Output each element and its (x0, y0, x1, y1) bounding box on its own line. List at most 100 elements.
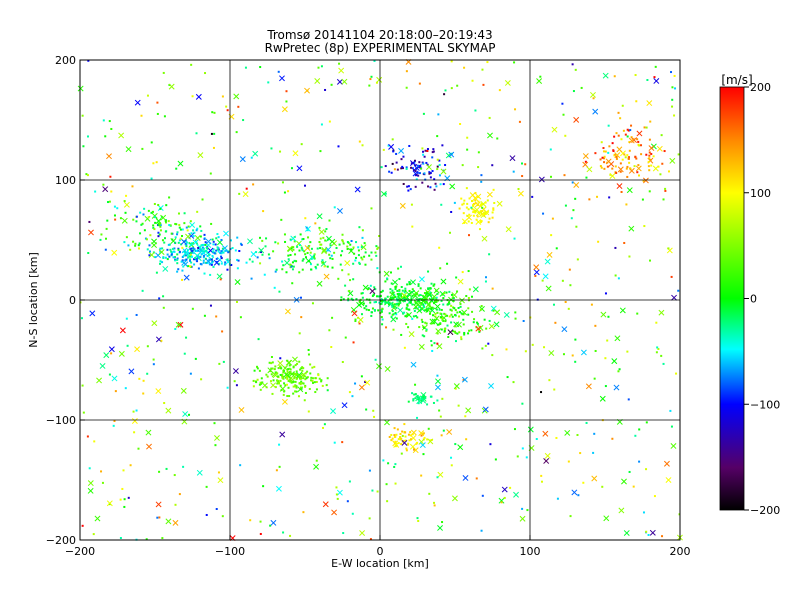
data-point-dot (430, 344, 433, 347)
data-point-dot (463, 199, 466, 202)
data-point-dot (195, 259, 198, 262)
data-point-x (217, 477, 224, 484)
data-point-dot (284, 384, 287, 387)
data-point-dot (429, 172, 432, 175)
data-point-dot (426, 310, 429, 313)
data-point-dot (195, 242, 198, 245)
data-point-dot (548, 379, 551, 382)
data-point-dot (376, 490, 379, 493)
data-point-dot (226, 109, 229, 112)
colorbar-gradient (719, 86, 745, 511)
data-point-dot (452, 330, 455, 333)
data-point-dot (116, 207, 119, 210)
data-point-dot (295, 260, 298, 263)
data-point-dot (436, 342, 439, 345)
data-point-dot (446, 314, 449, 317)
data-point-dot (435, 308, 438, 311)
data-point-dot (304, 217, 307, 220)
data-point-dot (386, 500, 389, 503)
data-point-x (656, 145, 663, 152)
data-point-dot (209, 273, 212, 276)
data-point-dot (253, 369, 256, 372)
data-point-dot (436, 476, 439, 479)
data-point-dot (159, 250, 162, 253)
data-point-dot (100, 470, 103, 473)
data-point-dot (174, 259, 177, 262)
data-point-dot (576, 258, 579, 261)
data-point-dot (325, 227, 328, 230)
data-point-dot (423, 292, 426, 295)
data-point-dot (99, 238, 102, 241)
data-point-dot (627, 156, 630, 159)
data-point-x (356, 301, 363, 308)
data-point-dot (189, 372, 192, 375)
data-point-x (232, 368, 239, 375)
data-point-dot (210, 222, 213, 225)
data-point-dot (564, 301, 567, 304)
data-point-dot (105, 237, 108, 240)
data-point-dot (160, 339, 163, 342)
data-point-dot (436, 399, 439, 402)
data-point-dot (380, 310, 383, 313)
data-point-dot (256, 378, 259, 381)
data-point-dot (470, 329, 473, 332)
data-point-dot (200, 249, 203, 252)
data-point-dot (365, 408, 368, 411)
data-point-dot (305, 377, 308, 380)
data-point-dot (649, 259, 652, 262)
data-point-x (389, 291, 396, 298)
data-point-dot (352, 246, 355, 249)
data-point-dot (193, 231, 196, 234)
data-point-dot (267, 81, 270, 84)
data-point-dot (664, 189, 667, 192)
data-point-dot (187, 265, 190, 268)
data-point-dot (346, 247, 349, 250)
data-point-dot (638, 144, 641, 147)
data-point-dot (423, 172, 426, 175)
data-point-dot (113, 419, 116, 422)
data-point-dot (336, 497, 339, 500)
data-point-x (344, 260, 351, 267)
data-point-dot (306, 370, 309, 373)
data-point-dot (287, 254, 290, 257)
data-point-dot (626, 350, 629, 353)
data-point-dot (648, 154, 651, 157)
data-point-dot (563, 174, 566, 177)
data-point-dot (259, 388, 262, 391)
data-point-dot (276, 375, 279, 378)
data-point-dot (455, 276, 458, 279)
data-point-dot (571, 63, 574, 66)
data-point-x (418, 430, 425, 437)
data-point-dot (612, 149, 615, 152)
data-point-dot (667, 170, 670, 173)
data-point-dot (161, 247, 164, 250)
data-point-dot (271, 361, 274, 364)
data-point-dot (259, 381, 262, 384)
data-point-dot (123, 498, 126, 501)
data-point-dot (173, 250, 176, 253)
data-point-dot (180, 260, 183, 263)
data-point-x (329, 238, 336, 245)
data-point-dot (425, 322, 428, 325)
data-point-dot (388, 303, 391, 306)
data-point-dot (394, 285, 397, 288)
data-point-dot (627, 398, 630, 401)
data-point-x (493, 321, 500, 328)
data-point-x (397, 307, 404, 314)
data-point-x (348, 248, 355, 254)
x-tick-label: 0 (377, 545, 384, 558)
data-point-dot (466, 148, 469, 151)
data-point-x (538, 176, 545, 183)
data-point-dot (574, 197, 577, 200)
data-point-dot (349, 243, 352, 246)
data-point-dot (226, 386, 229, 389)
data-point-dot (647, 165, 650, 168)
data-point-dot (348, 480, 351, 483)
data-point-dot (373, 59, 376, 62)
data-point-x (376, 363, 382, 370)
data-point-x (177, 321, 184, 328)
data-point-dot (611, 167, 614, 170)
data-point-dot (524, 350, 527, 353)
data-point-dot (431, 170, 434, 173)
